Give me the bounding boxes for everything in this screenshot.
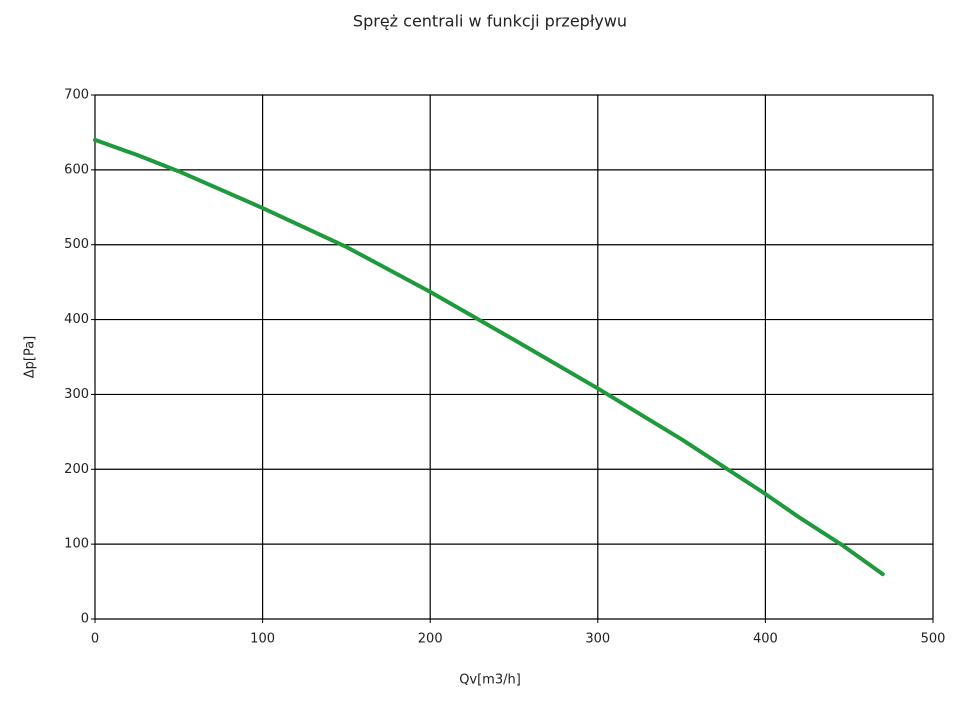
x-tick-label: 300 — [585, 632, 610, 647]
y-tick-label: 500 — [64, 237, 89, 252]
y-tick-label: 400 — [64, 312, 89, 327]
data-line — [93, 137, 885, 577]
y-tick-label: 300 — [64, 387, 89, 402]
plot-area — [94, 94, 934, 620]
y-axis-label: Δp[Pa] — [23, 336, 38, 379]
x-tick-label: 400 — [753, 632, 778, 647]
x-axis-label: Qv[m3/h] — [459, 673, 521, 688]
x-tick-label: 100 — [250, 632, 275, 647]
y-tick-label: 100 — [64, 537, 89, 552]
y-tick-label: 200 — [64, 462, 89, 477]
y-tick-label: 700 — [64, 88, 89, 103]
x-tick-label: 0 — [91, 632, 99, 647]
x-tick-label: 500 — [921, 632, 946, 647]
y-tick-label: 0 — [81, 612, 89, 627]
x-tick-label: 200 — [418, 632, 443, 647]
chart-title: Spręż centrali w funkcji przepływu — [353, 12, 627, 31]
y-tick-label: 600 — [64, 162, 89, 177]
